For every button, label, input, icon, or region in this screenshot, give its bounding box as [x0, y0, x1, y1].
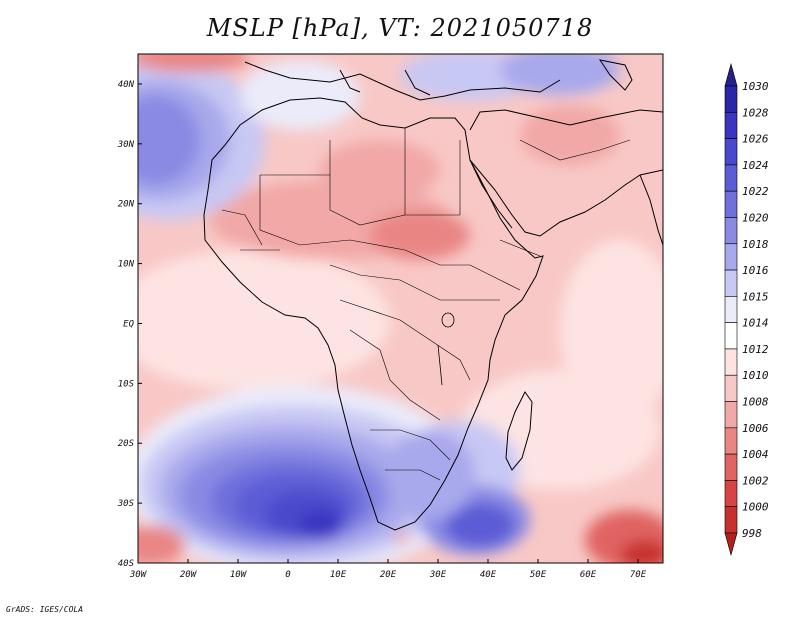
pressure-field [138, 54, 663, 563]
colorbar-swatch [724, 348, 738, 376]
lat-label: 10N [118, 260, 135, 270]
colorbar-label: 1030 [742, 80, 769, 93]
colorbar-label: 1026 [742, 133, 769, 146]
madagascar-coastline [505, 391, 533, 471]
lat-label: 30S [117, 499, 135, 509]
lon-label: 70E [630, 570, 647, 580]
lon-label: 30E [429, 570, 447, 580]
colorbar-swatch [724, 85, 738, 113]
longitude-labels: 30W 20W 10W 0 10E 20E 30E 40E 50E 60E 70E [129, 570, 647, 580]
lon-label: 20W [180, 570, 198, 580]
colorbar-swatch [724, 62, 738, 87]
colorbar-swatch [724, 243, 738, 271]
colorbar-label: 1008 [742, 396, 769, 409]
lat-label: 30N [117, 140, 135, 150]
colorbar-label: 1015 [742, 290, 769, 303]
colorbar-swatch [724, 427, 738, 455]
colorbar-swatch [724, 322, 738, 350]
colorbar-swatch [724, 217, 738, 245]
colorbar-swatch [724, 453, 738, 481]
lat-label: 10S [118, 379, 135, 389]
lat-label: 20N [118, 200, 135, 210]
colorbar-swatch [724, 190, 738, 218]
colorbar-swatch [724, 296, 738, 323]
colorbar-label: 1016 [742, 264, 769, 277]
axis-ticks [137, 83, 639, 564]
colorbar-swatch [724, 480, 738, 508]
india-coastline [639, 174, 663, 246]
caspian-coastline [598, 59, 633, 91]
lon-label: 40E [480, 570, 497, 580]
colorbar-label: 1028 [742, 106, 769, 119]
colorbar-label: 1020 [742, 211, 769, 224]
lon-label: 30W [129, 570, 148, 580]
colorbar-label: 1018 [742, 238, 769, 251]
grads-credit: GrADS: IGES/COLA [6, 605, 84, 614]
europe-coastline [244, 61, 561, 101]
colorbar-swatch [724, 374, 738, 402]
colorbar-swatch [724, 269, 738, 297]
lon-label: 10W [230, 570, 248, 580]
colorbar-label: 1014 [742, 317, 769, 330]
lat-label: EQ [123, 319, 134, 329]
colorbar-swatch [724, 164, 738, 192]
colorbar-label: 1006 [742, 422, 769, 435]
lon-label: 20E [380, 570, 397, 580]
colorbar-swatch [724, 506, 738, 534]
lat-label: 20S [118, 439, 135, 449]
colorbar-label: 1012 [742, 343, 769, 356]
colorbar-label: 998 [742, 527, 762, 540]
map-frame [137, 53, 664, 564]
colorbar-swatch [724, 532, 738, 557]
lon-label: 0 [285, 570, 290, 580]
lon-label: 50E [530, 570, 547, 580]
red-sea [469, 159, 513, 229]
lakes [437, 312, 455, 386]
arabia-coastline [469, 109, 663, 237]
colorbar-swatch [724, 401, 738, 429]
colorbar: 1030 1028 1026 1024 1022 1020 1018 1016 1015 1014… [724, 62, 769, 557]
map-title: MSLP [hPa], VT: 2021050718 [206, 14, 594, 42]
colorbar-label: 1002 [742, 474, 769, 487]
lon-label: 60E [580, 570, 597, 580]
colorbar-swatch [724, 111, 738, 139]
colorbar-label: 1024 [742, 159, 769, 172]
latitude-labels: 40N 30N 20N 10N EQ 10S 20S 30S 40S [117, 80, 135, 569]
colorbar-label: 1010 [742, 369, 769, 382]
africa-coastline [203, 97, 544, 531]
lat-label: 40N [118, 80, 135, 90]
colorbar-label: 1000 [742, 501, 769, 514]
lon-label: 10E [330, 570, 347, 580]
country-borders [221, 128, 631, 481]
colorbar-label: 1004 [742, 448, 769, 461]
colorbar-label: 1022 [742, 185, 769, 198]
coastlines [203, 59, 663, 531]
colorbar-swatch [724, 138, 738, 166]
lat-label: 40S [118, 559, 135, 569]
